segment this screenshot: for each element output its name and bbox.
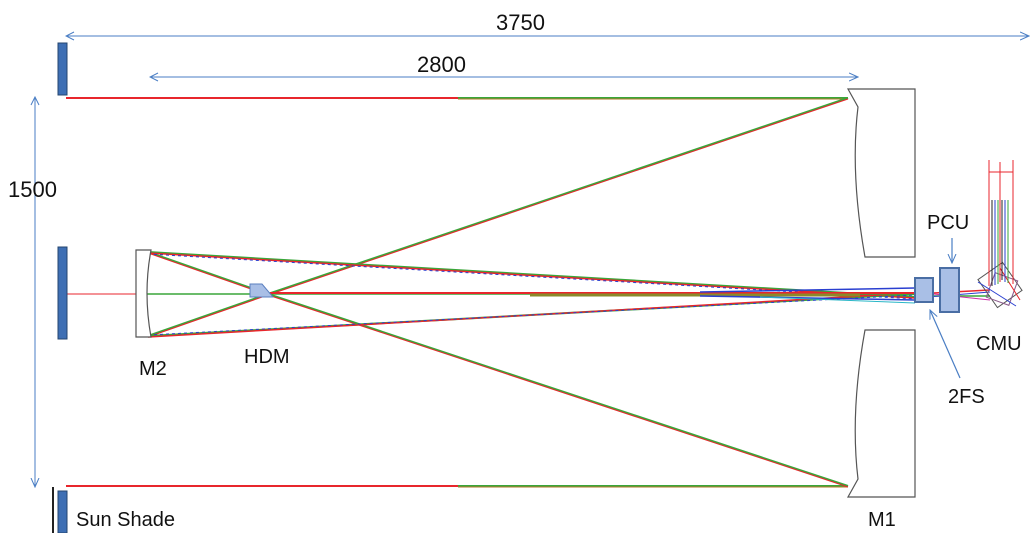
dimension-label-2800: 2800: [417, 52, 466, 77]
label-sun-shade: Sun Shade: [76, 509, 175, 531]
sun-shade-bottom: [57, 490, 68, 533]
twofs-pointer: [929, 310, 961, 379]
secondary-to-instrument-rays: [140, 251, 916, 338]
sun-shade-top: [57, 42, 68, 96]
label-2fs: 2FS: [948, 386, 985, 408]
label-pcu: PCU: [927, 212, 969, 234]
sun-shade-middle: [57, 246, 68, 340]
label-m1: M1: [868, 509, 896, 531]
pcu-block: [939, 267, 960, 313]
twofs-block: [914, 277, 934, 303]
primary-mirror-upper: [846, 88, 916, 258]
label-cmu: CMU: [976, 333, 1022, 355]
label-hdm: HDM: [244, 346, 290, 368]
primary-mirror-lower: [846, 329, 916, 498]
incoming-rays: [66, 97, 848, 488]
label-m2: M2: [139, 358, 167, 380]
sun-shade: [52, 42, 68, 533]
focus-to-secondary-rays: [147, 251, 269, 338]
hdm-prism: [249, 283, 275, 298]
cmu-unit: [977, 160, 1023, 309]
secondary-mirror: [135, 249, 152, 338]
dimension-label-3750: 3750: [496, 10, 545, 35]
dimension-label-1500: 1500: [8, 177, 57, 202]
primary-to-focus-rays: [267, 97, 849, 488]
